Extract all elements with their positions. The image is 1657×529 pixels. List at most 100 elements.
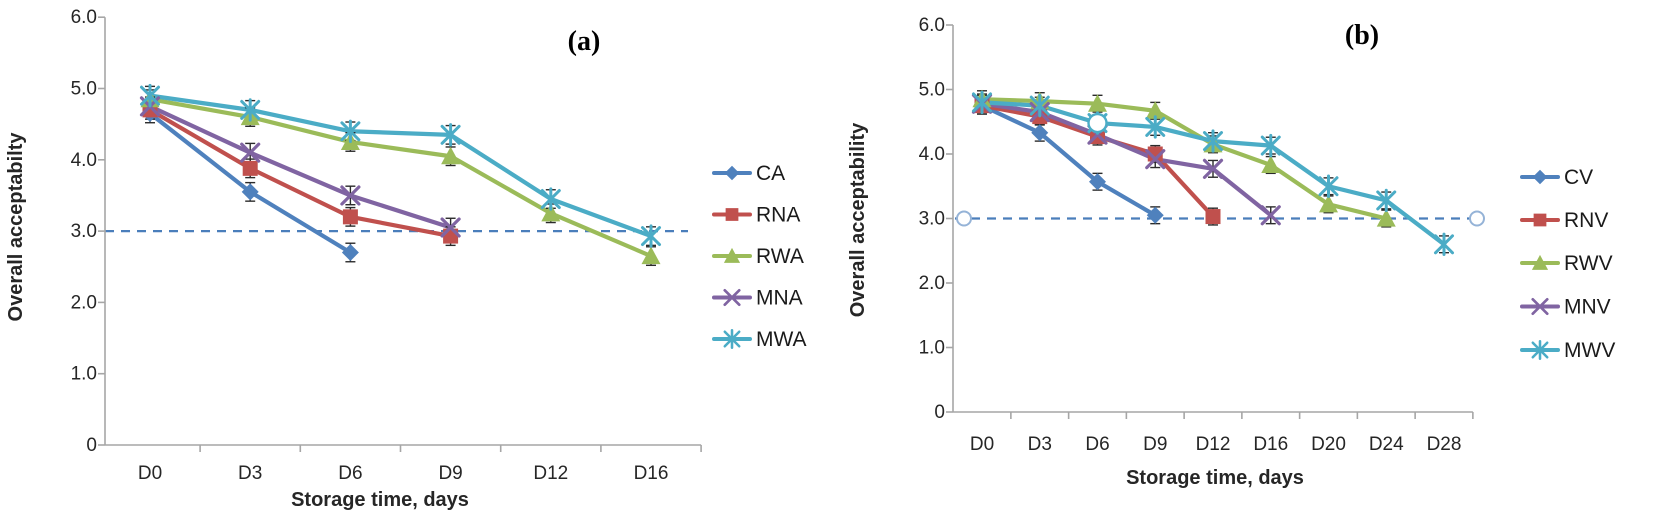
- y-tick-label: 1.0: [919, 338, 945, 359]
- x-tick-label: D12: [533, 463, 568, 484]
- marker-diamond: [1031, 124, 1049, 142]
- y-tick-label: 5.0: [71, 79, 97, 100]
- marker-square: [725, 208, 739, 221]
- marker-asterisk: [641, 224, 661, 248]
- marker-asterisk: [1434, 232, 1454, 256]
- marker-asterisk: [340, 119, 361, 143]
- legend-item-RNA: RNA: [712, 204, 800, 227]
- legend-marker-MWV: [1531, 340, 1549, 360]
- threshold-end-circle: [1469, 210, 1485, 227]
- marker-asterisk: [1029, 93, 1050, 118]
- legend-item-RWV: RWV: [1520, 252, 1613, 275]
- marker-x: [1202, 158, 1224, 179]
- series-line-RWV: [979, 97, 1389, 221]
- marker-x: [440, 217, 461, 238]
- marker-diamond: [1532, 169, 1548, 185]
- marker-triangle: [1145, 101, 1165, 119]
- data-point-MNV-D9: [1145, 149, 1166, 170]
- data-point-CV-D3: [1031, 124, 1049, 142]
- legend-marker-CV: [1532, 169, 1548, 185]
- data-point-RWA-D12: [541, 203, 561, 222]
- x-tick-label: D3: [1028, 434, 1052, 455]
- legend-item-RNV: RNV: [1520, 209, 1608, 232]
- y-tick-label: 2.0: [919, 273, 945, 294]
- data-point-MNV-D16: [1260, 205, 1281, 226]
- data-point-MWA-D12: [540, 187, 561, 211]
- legend-marker-RWV: [1531, 254, 1549, 270]
- legend-label-RWV: RWV: [1564, 252, 1613, 275]
- marker-triangle: [641, 246, 661, 265]
- series-line-MNA: [147, 104, 453, 230]
- legend-item-MNV: MNV: [1520, 296, 1611, 319]
- data-point-MWV-D24: [1376, 188, 1397, 213]
- data-point-MNA-D6: [340, 185, 361, 206]
- marker-square: [1205, 209, 1221, 225]
- data-point-MWA-D6: [340, 119, 361, 143]
- data-point-RWA-D9: [441, 146, 461, 165]
- legend-item-CA: CA: [712, 162, 785, 185]
- annotation-open-circle-MWV-D6: [1087, 112, 1108, 134]
- x-tick-label: D12: [1196, 434, 1231, 455]
- marker-square: [242, 160, 258, 176]
- marker-asterisk: [972, 90, 992, 115]
- data-point-MWV-D9: [1145, 115, 1166, 139]
- legend-marker-MNA: [723, 288, 741, 307]
- legend-label-MWV: MWV: [1564, 339, 1615, 362]
- legend-label-MWA: MWA: [756, 328, 807, 351]
- y-tick-label: 6.0: [919, 15, 945, 36]
- legend-label-RNA: RNA: [756, 204, 800, 227]
- series-line-CV: [979, 103, 1158, 218]
- threshold-end-circle: [956, 210, 972, 227]
- legend-label-RNV: RNV: [1564, 209, 1608, 232]
- marker-asterisk: [240, 98, 261, 122]
- x-tick-label: D3: [238, 463, 262, 484]
- marker-x: [340, 185, 361, 206]
- marker-x: [723, 288, 741, 307]
- y-tick-label: 3.0: [71, 221, 97, 242]
- data-point-MWA-D16: [641, 224, 661, 248]
- legend-item-MWA: MWA: [712, 328, 807, 351]
- marker-asterisk: [1203, 129, 1223, 153]
- legend-item-CV: CV: [1520, 166, 1593, 189]
- data-point-MWA-D9: [440, 123, 461, 147]
- marker-triangle: [1319, 194, 1338, 213]
- marker-asterisk: [1318, 174, 1339, 198]
- legend-item-MWV: MWV: [1520, 339, 1615, 362]
- marker-triangle: [723, 247, 741, 263]
- legend-item-RWA: RWA: [712, 245, 804, 268]
- legend-label-MNA: MNA: [756, 287, 803, 310]
- data-point-CV-D6: [1089, 173, 1106, 191]
- marker-triangle: [1531, 254, 1549, 270]
- legend-marker-RWA: [723, 247, 741, 263]
- data-point-RWV-D24: [1376, 209, 1396, 227]
- data-point-RWA-D16: [641, 246, 661, 265]
- legend-marker-MWA: [723, 329, 741, 349]
- data-point-MWV-D0: [972, 90, 992, 115]
- x-tick-label: D20: [1311, 434, 1346, 455]
- legend-marker-CA: [724, 165, 740, 181]
- marker-square: [1533, 213, 1547, 227]
- legend-marker-RNA: [725, 208, 739, 221]
- series-line-RWA: [147, 97, 654, 259]
- data-point-RNV-D12: [1205, 209, 1221, 225]
- x-tick-label: D6: [338, 463, 362, 484]
- data-point-RNV-D9: [1147, 146, 1163, 162]
- x-tick-label: D28: [1427, 434, 1462, 455]
- marker-triangle: [1376, 209, 1396, 227]
- y-tick-label: 2.0: [71, 292, 97, 313]
- y-tick-label: 6.0: [71, 7, 97, 28]
- marker-asterisk: [1145, 115, 1166, 139]
- x-tick-label: D6: [1085, 434, 1109, 455]
- marker-diamond: [724, 165, 740, 181]
- series-line-RNA: [147, 107, 453, 239]
- marker-triangle: [1261, 155, 1281, 174]
- data-point-MWV-D3: [1029, 93, 1050, 118]
- data-point-MNA-D9: [440, 217, 461, 238]
- y-axis-title: Overall acceptabilty: [5, 132, 27, 322]
- data-point-CA-D3: [241, 183, 259, 201]
- legend-label-MNV: MNV: [1564, 296, 1611, 319]
- marker-asterisk: [1260, 133, 1281, 158]
- marker-x: [240, 142, 261, 163]
- legend-item-MNA: MNA: [712, 287, 803, 310]
